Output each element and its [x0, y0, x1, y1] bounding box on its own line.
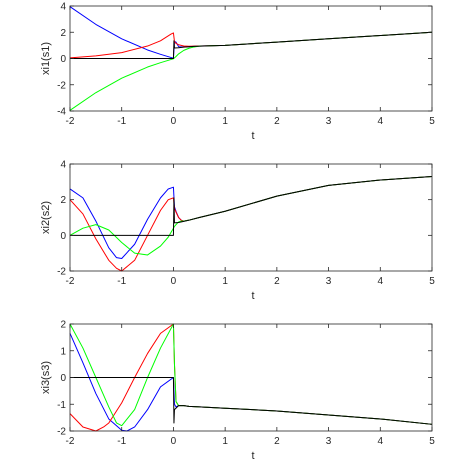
panel-3-series-3: [69, 323, 433, 427]
x-tick-label: 5: [429, 276, 435, 287]
y-tick-label: -2: [57, 427, 66, 438]
x-tick-label: 1: [222, 116, 228, 127]
x-tick-label: 4: [378, 116, 384, 127]
x-tick-label: -1: [117, 276, 126, 287]
panel-1-series-4: [70, 31, 433, 59]
x-tick-label: 3: [326, 436, 332, 447]
x-axis-label: t: [251, 130, 254, 142]
y-tick-label: -1: [57, 400, 66, 411]
x-tick-label: 0: [171, 276, 177, 287]
y-tick-label: 0: [60, 373, 66, 384]
panel-2-series-3: [69, 175, 433, 256]
y-tick-label: 0: [60, 231, 66, 242]
y-tick-label: -2: [57, 80, 66, 91]
x-tick-label: 1: [222, 276, 228, 287]
panel-3-series-4: [70, 377, 433, 425]
x-tick-label: 3: [326, 276, 332, 287]
panel-2-frame: [69, 163, 433, 272]
x-axis-label: t: [251, 450, 254, 462]
panel-3-series-1: [69, 333, 433, 432]
x-tick-label: 2: [274, 116, 280, 127]
x-tick-label: 5: [429, 436, 435, 447]
x-tick-label: 1: [222, 436, 228, 447]
x-tick-label: -1: [117, 436, 126, 447]
panel-3: -2 -1 0 1 2 3 4 5 -2 -1 0 1 2 t xi3(s3): [40, 320, 435, 463]
x-tick-label: 5: [429, 116, 435, 127]
y-tick-label: 2: [60, 195, 66, 206]
y-tick-label: -2: [57, 267, 66, 278]
x-tick-label: 2: [274, 436, 280, 447]
x-tick-label: 0: [171, 116, 177, 127]
panel-2-series-2: [69, 175, 433, 272]
x-tick-label: 3: [326, 116, 332, 127]
panel-2-series-4: [70, 175, 433, 236]
panel-2-series-1: [69, 175, 433, 260]
y-axis-label: xi3(s3): [40, 361, 52, 394]
y-tick-label: 4: [60, 2, 66, 13]
x-tick-label: -2: [66, 436, 75, 447]
y-tick-label: -4: [57, 107, 66, 118]
y-axis-label: xi2(s2): [40, 201, 52, 234]
x-tick-label: -2: [66, 116, 75, 127]
panel-1-series-1: [69, 6, 433, 59]
x-axis-label: t: [251, 290, 254, 302]
x-tick-label: 4: [378, 276, 384, 287]
y-tick-label: 2: [60, 320, 66, 331]
y-tick-label: 0: [60, 54, 66, 65]
x-tick-label: 2: [274, 276, 280, 287]
y-axis-label: xi1(s1): [40, 42, 52, 75]
y-tick-label: 2: [60, 28, 66, 39]
x-tick-label: 4: [378, 436, 384, 447]
panel-2: -2 -1 0 1 2 3 4 5 -2 0 2 4 t xi2(s2): [40, 160, 435, 303]
y-tick-label: 4: [60, 160, 66, 171]
x-tick-label: -2: [66, 276, 75, 287]
y-tick-label: 1: [60, 346, 66, 357]
x-tick-label: -1: [117, 116, 126, 127]
x-tick-label: 0: [171, 436, 177, 447]
